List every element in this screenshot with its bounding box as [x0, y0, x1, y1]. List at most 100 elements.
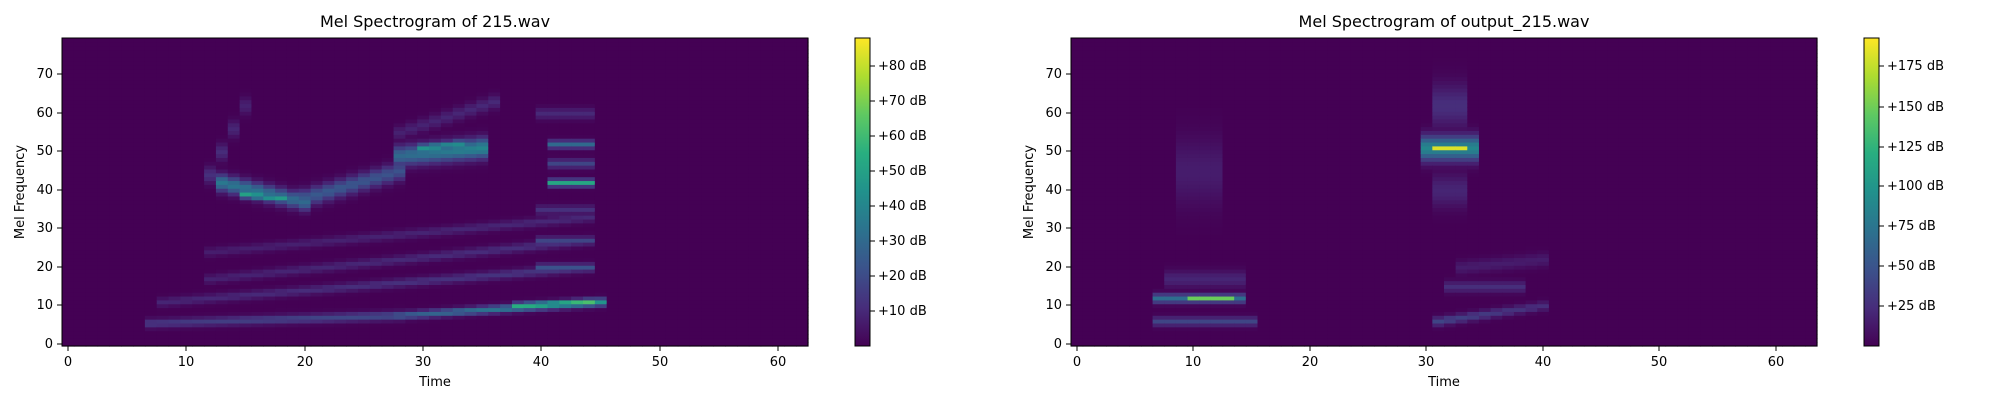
- heatmap-cell: [689, 84, 703, 89]
- heatmap-cell: [500, 299, 513, 305]
- heatmap-cell: [192, 192, 205, 197]
- heatmap-cell: [713, 103, 726, 108]
- heatmap-cell: [97, 303, 110, 309]
- heatmap-cell: [748, 84, 762, 89]
- heatmap-cell: [168, 157, 182, 162]
- heatmap-cell: [298, 72, 312, 78]
- heatmap-cell: [298, 338, 312, 343]
- heatmap-cell: [429, 57, 442, 62]
- heatmap-cell: [85, 319, 99, 324]
- heatmap-cell: [654, 84, 667, 89]
- heatmap-cell: [665, 269, 679, 274]
- heatmap-cell: [725, 45, 738, 51]
- heatmap-cell: [654, 276, 667, 282]
- heatmap-cell: [369, 242, 383, 247]
- heatmap-cell: [654, 99, 667, 105]
- heatmap-cell: [405, 141, 418, 147]
- heatmap-cell: [168, 319, 182, 324]
- heatmap-cell: [665, 342, 679, 347]
- heatmap-cell: [429, 68, 442, 74]
- heatmap-cell: [334, 342, 347, 347]
- heatmap-cell: [642, 322, 655, 328]
- heatmap-cell: [583, 64, 596, 70]
- heatmap-cell: [381, 269, 395, 274]
- heatmap-cell: [618, 192, 631, 197]
- heatmap-cell: [215, 95, 229, 101]
- heatmap-cell: [535, 99, 549, 105]
- heatmap-cell: [109, 134, 122, 139]
- heatmap-cell: [334, 80, 347, 85]
- heatmap-cell: [606, 122, 620, 128]
- heatmap-cell: [784, 299, 797, 305]
- heatmap-cell: [275, 76, 288, 81]
- heatmap-cell: [97, 53, 110, 58]
- heatmap-cell: [796, 311, 809, 316]
- heatmap-cell: [168, 53, 182, 58]
- heatmap-cell: [180, 215, 193, 220]
- heatmap-cell: [559, 249, 572, 255]
- heatmap-cell: [429, 61, 442, 66]
- heatmap-cell: [583, 38, 596, 43]
- heatmap-cell: [796, 315, 809, 320]
- heatmap-cell: [464, 188, 478, 193]
- heatmap-cell: [784, 342, 797, 347]
- heatmap-cell: [286, 165, 300, 170]
- heatmap-cell: [772, 265, 785, 270]
- heatmap-cell: [452, 188, 466, 193]
- heatmap-cell: [535, 111, 549, 116]
- heatmap-cell: [594, 238, 608, 243]
- heatmap-cell: [121, 249, 134, 255]
- heatmap-cell: [642, 184, 655, 189]
- heatmap-cell: [192, 311, 205, 316]
- heatmap-cell: [121, 111, 134, 116]
- heatmap-cell: [334, 211, 347, 216]
- heatmap-cell: [381, 319, 395, 324]
- heatmap-cell: [204, 319, 217, 324]
- heatmap-cell: [109, 38, 122, 43]
- heatmap-cell: [654, 118, 667, 124]
- heatmap-cell: [713, 276, 726, 282]
- heatmap-cell: [476, 53, 489, 58]
- heatmap-cell: [689, 49, 703, 54]
- heatmap-cell: [535, 319, 549, 324]
- heatmap-cell: [713, 269, 726, 274]
- heatmap-cell: [725, 68, 738, 74]
- heatmap-cell: [215, 288, 229, 293]
- heatmap-cell: [748, 57, 762, 62]
- heatmap-cell: [654, 330, 667, 336]
- heatmap-cell: [725, 307, 738, 312]
- heatmap-cell: [429, 326, 442, 332]
- heatmap-cell: [215, 53, 229, 58]
- heatmap-cell: [630, 272, 643, 278]
- heatmap-cell: [286, 211, 300, 216]
- heatmap-cell: [760, 253, 774, 259]
- heatmap-cell: [239, 299, 253, 305]
- heatmap-cell: [358, 195, 371, 201]
- heatmap-cell: [748, 311, 762, 316]
- heatmap-cell: [594, 41, 608, 47]
- heatmap-cell: [204, 253, 217, 259]
- heatmap-cell: [298, 107, 312, 112]
- heatmap-cell: [594, 88, 608, 93]
- heatmap-cell: [109, 192, 122, 197]
- heatmap-cell: [452, 126, 466, 131]
- heatmap-cell: [677, 249, 691, 255]
- heatmap-cell: [689, 261, 703, 266]
- heatmap-cell: [748, 245, 762, 251]
- heatmap-cell: [654, 53, 667, 58]
- heatmap-cell: [488, 180, 501, 185]
- heatmap-cell: [642, 53, 655, 58]
- heatmap-cell: [215, 230, 229, 235]
- heatmap-cell: [381, 334, 395, 339]
- heatmap-cell: [275, 330, 288, 336]
- heatmap-cell: [630, 53, 643, 58]
- heatmap-cell: [97, 257, 110, 262]
- heatmap-cell: [725, 88, 738, 93]
- heatmap-cell: [156, 115, 170, 120]
- heatmap-cell: [594, 84, 608, 89]
- heatmap-cell: [464, 176, 478, 182]
- heatmap-cell: [760, 326, 774, 332]
- heatmap-cell: [133, 242, 146, 247]
- heatmap-cell: [358, 203, 371, 208]
- heatmap-cell: [642, 195, 655, 201]
